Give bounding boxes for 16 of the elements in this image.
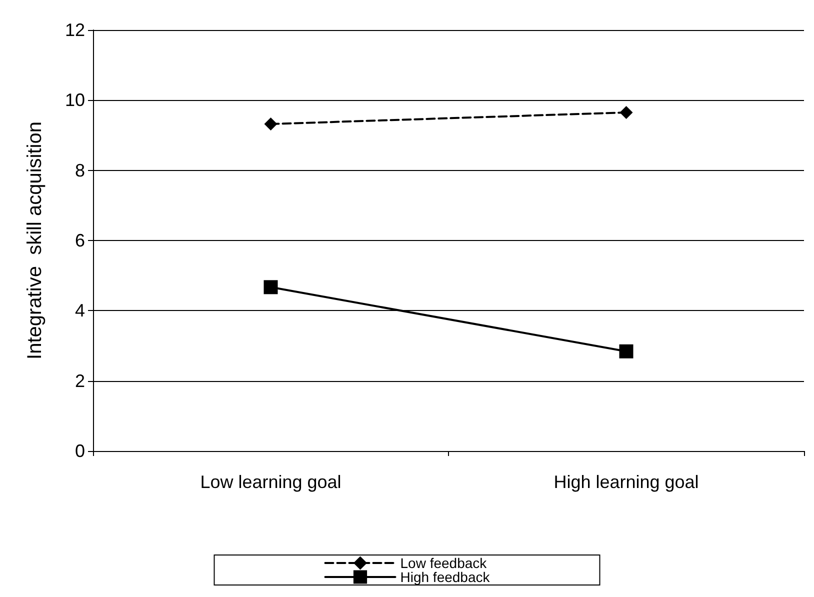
point — [619, 344, 634, 358]
point — [264, 280, 278, 294]
x-tick-label: Low learning goal — [200, 472, 342, 492]
legend-label: High feedback — [400, 569, 491, 585]
point — [264, 118, 278, 131]
x-tick-label: High learning goal — [554, 472, 699, 492]
legend-label: Low feedback — [400, 555, 488, 571]
y-tick-label: 12 — [64, 20, 85, 40]
y-tick-label: 8 — [74, 160, 85, 180]
y-tick-label: 6 — [74, 230, 85, 250]
y-tick-label: 2 — [74, 370, 85, 391]
y-tick-label: 0 — [74, 441, 85, 461]
point — [620, 106, 633, 119]
y-tick-label: 10 — [64, 90, 85, 110]
y-tick-label: 4 — [74, 300, 85, 321]
y-axis-title: Integrative skill acquisition — [24, 122, 46, 360]
